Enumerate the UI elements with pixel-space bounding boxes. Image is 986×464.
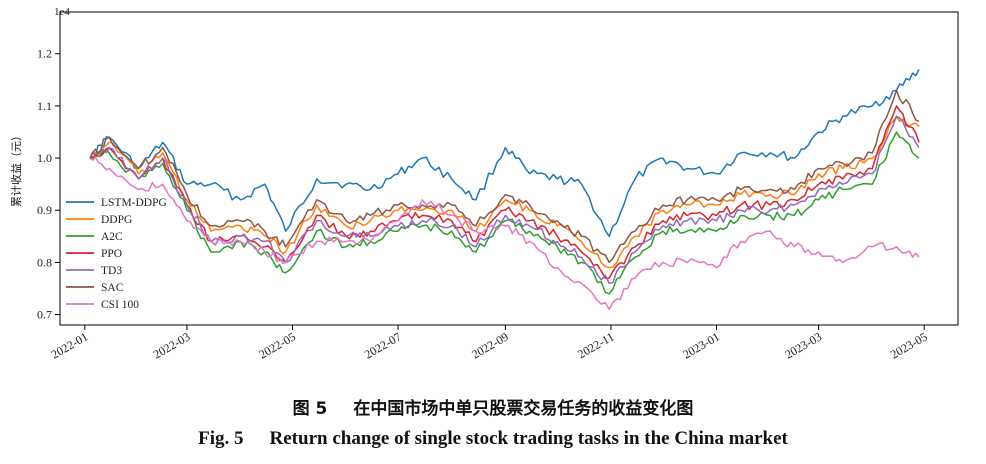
x-tick-label: 2022-07 — [362, 329, 404, 361]
y-tick-label: 1.0 — [37, 151, 52, 165]
x-tick-label: 2022-01 — [49, 329, 91, 361]
y-axis-label: 累计收益（元） — [9, 130, 23, 207]
legend-label: PPO — [101, 248, 122, 260]
x-tick-label: 2022-09 — [469, 329, 511, 361]
x-tick-label: 2023-01 — [680, 329, 722, 361]
legend-label: TD3 — [101, 265, 122, 277]
x-tick-label: 2023-05 — [888, 329, 930, 361]
y-tick-label: 0.8 — [37, 255, 52, 269]
legend-label: CSI 100 — [101, 299, 139, 311]
series-line-lstm-ddpg — [89, 69, 920, 238]
line-chart: 1e4 累计收益（元） LSTM-DDPGDDPGA2CPPOTD3SACCSI… — [9, 6, 959, 362]
plot-area — [89, 69, 920, 311]
legend-label: SAC — [101, 282, 124, 294]
legend-label: A2C — [101, 231, 123, 243]
series-line-ddpg — [89, 115, 920, 269]
x-tick-label: 2022-11 — [575, 329, 616, 361]
x-tick-label: 2022-03 — [151, 329, 193, 361]
series-line-sac — [89, 89, 920, 264]
y-tick-label: 1.2 — [37, 47, 52, 61]
y-tick-label: 0.7 — [37, 308, 52, 322]
caption-chinese: 图 5 在中国市场中单只股票交易任务的收益变化图 — [0, 394, 986, 419]
series-line-a2c — [89, 131, 920, 295]
caption-en-text: Return change of single stock trading ta… — [269, 428, 788, 449]
legend-label: DDPG — [101, 214, 132, 226]
y-tick-label: 0.9 — [37, 203, 52, 217]
legend-label: LSTM-DDPG — [101, 197, 167, 209]
caption-en-label: Fig. 5 — [198, 428, 244, 449]
x-tick-label: 2023-03 — [782, 329, 824, 361]
series-line-ppo — [89, 105, 920, 279]
caption-cn-text: 在中国市场中单只股票交易任务的收益变化图 — [353, 399, 694, 419]
caption-cn-label: 图 5 — [292, 399, 328, 419]
caption-english: Fig. 5 Return change of single stock trad… — [0, 428, 986, 450]
plot-frame — [59, 11, 959, 326]
x-tick-label: 2022-05 — [256, 329, 298, 361]
series-line-csi-100 — [89, 156, 920, 311]
legend: LSTM-DDPG DDPG A2C PPO TD3 SAC CSI 100 — [66, 197, 167, 311]
y-tick-label: 1.1 — [37, 99, 52, 113]
